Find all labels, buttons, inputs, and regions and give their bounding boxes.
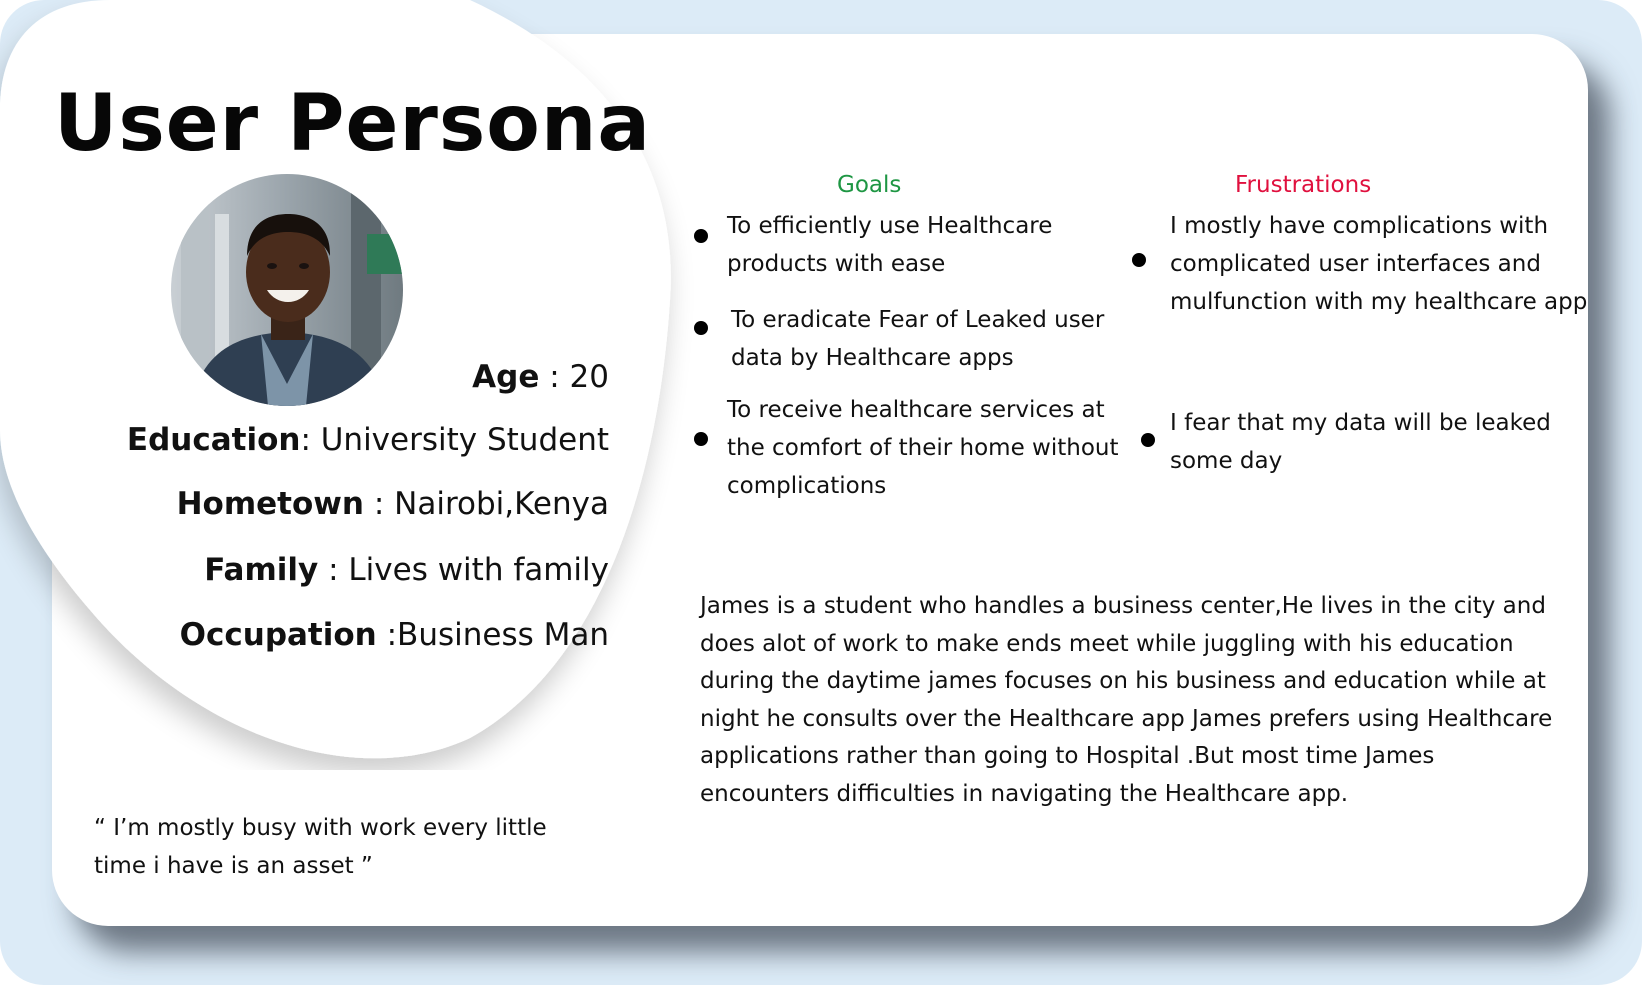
frustration-item: I fear that my data will be leaked some … bbox=[1170, 410, 1551, 474]
occupation-row: Occupation :Business Man bbox=[180, 615, 609, 655]
persona-bio: James is a student who handles a busines… bbox=[700, 593, 1553, 807]
bullet-icon bbox=[1132, 253, 1146, 267]
bullet-icon bbox=[1141, 433, 1155, 447]
goal-item: To efficiently use Healthcare products w… bbox=[727, 213, 1053, 277]
hometown-row: Hometown : Nairobi,Kenya bbox=[177, 484, 609, 524]
avatar bbox=[171, 174, 403, 406]
family-row: Family : Lives with family bbox=[204, 550, 609, 590]
goal-item: To eradicate Fear of Leaked user data by… bbox=[731, 307, 1105, 371]
goal-item: To receive healthcare services at the co… bbox=[727, 397, 1119, 499]
education-row: Education: University Student bbox=[127, 420, 609, 460]
frustration-item: I mostly have complications with complic… bbox=[1170, 213, 1588, 315]
bullet-icon bbox=[694, 229, 708, 243]
person-photo bbox=[171, 174, 403, 406]
family-label: Family bbox=[204, 552, 319, 588]
age-label: Age bbox=[472, 359, 540, 395]
page-title: User Persona bbox=[54, 79, 651, 169]
age-row: Age : 20 bbox=[472, 357, 609, 397]
education-value: : University Student bbox=[300, 422, 609, 458]
occupation-label: Occupation bbox=[179, 617, 377, 653]
hometown-value: : Nairobi,Kenya bbox=[364, 486, 609, 522]
goals-heading: Goals bbox=[837, 172, 902, 198]
bullet-icon bbox=[694, 432, 708, 446]
age-value: : 20 bbox=[539, 359, 609, 395]
family-value: : Lives with family bbox=[318, 552, 609, 588]
bullet-icon bbox=[694, 321, 708, 335]
frustrations-heading: Frustrations bbox=[1235, 172, 1372, 198]
hometown-label: Hometown bbox=[176, 486, 365, 522]
occupation-value: :Business Man bbox=[376, 617, 609, 653]
education-label: Education bbox=[126, 422, 301, 458]
persona-quote: “ I’m mostly busy with work every little… bbox=[94, 815, 547, 879]
